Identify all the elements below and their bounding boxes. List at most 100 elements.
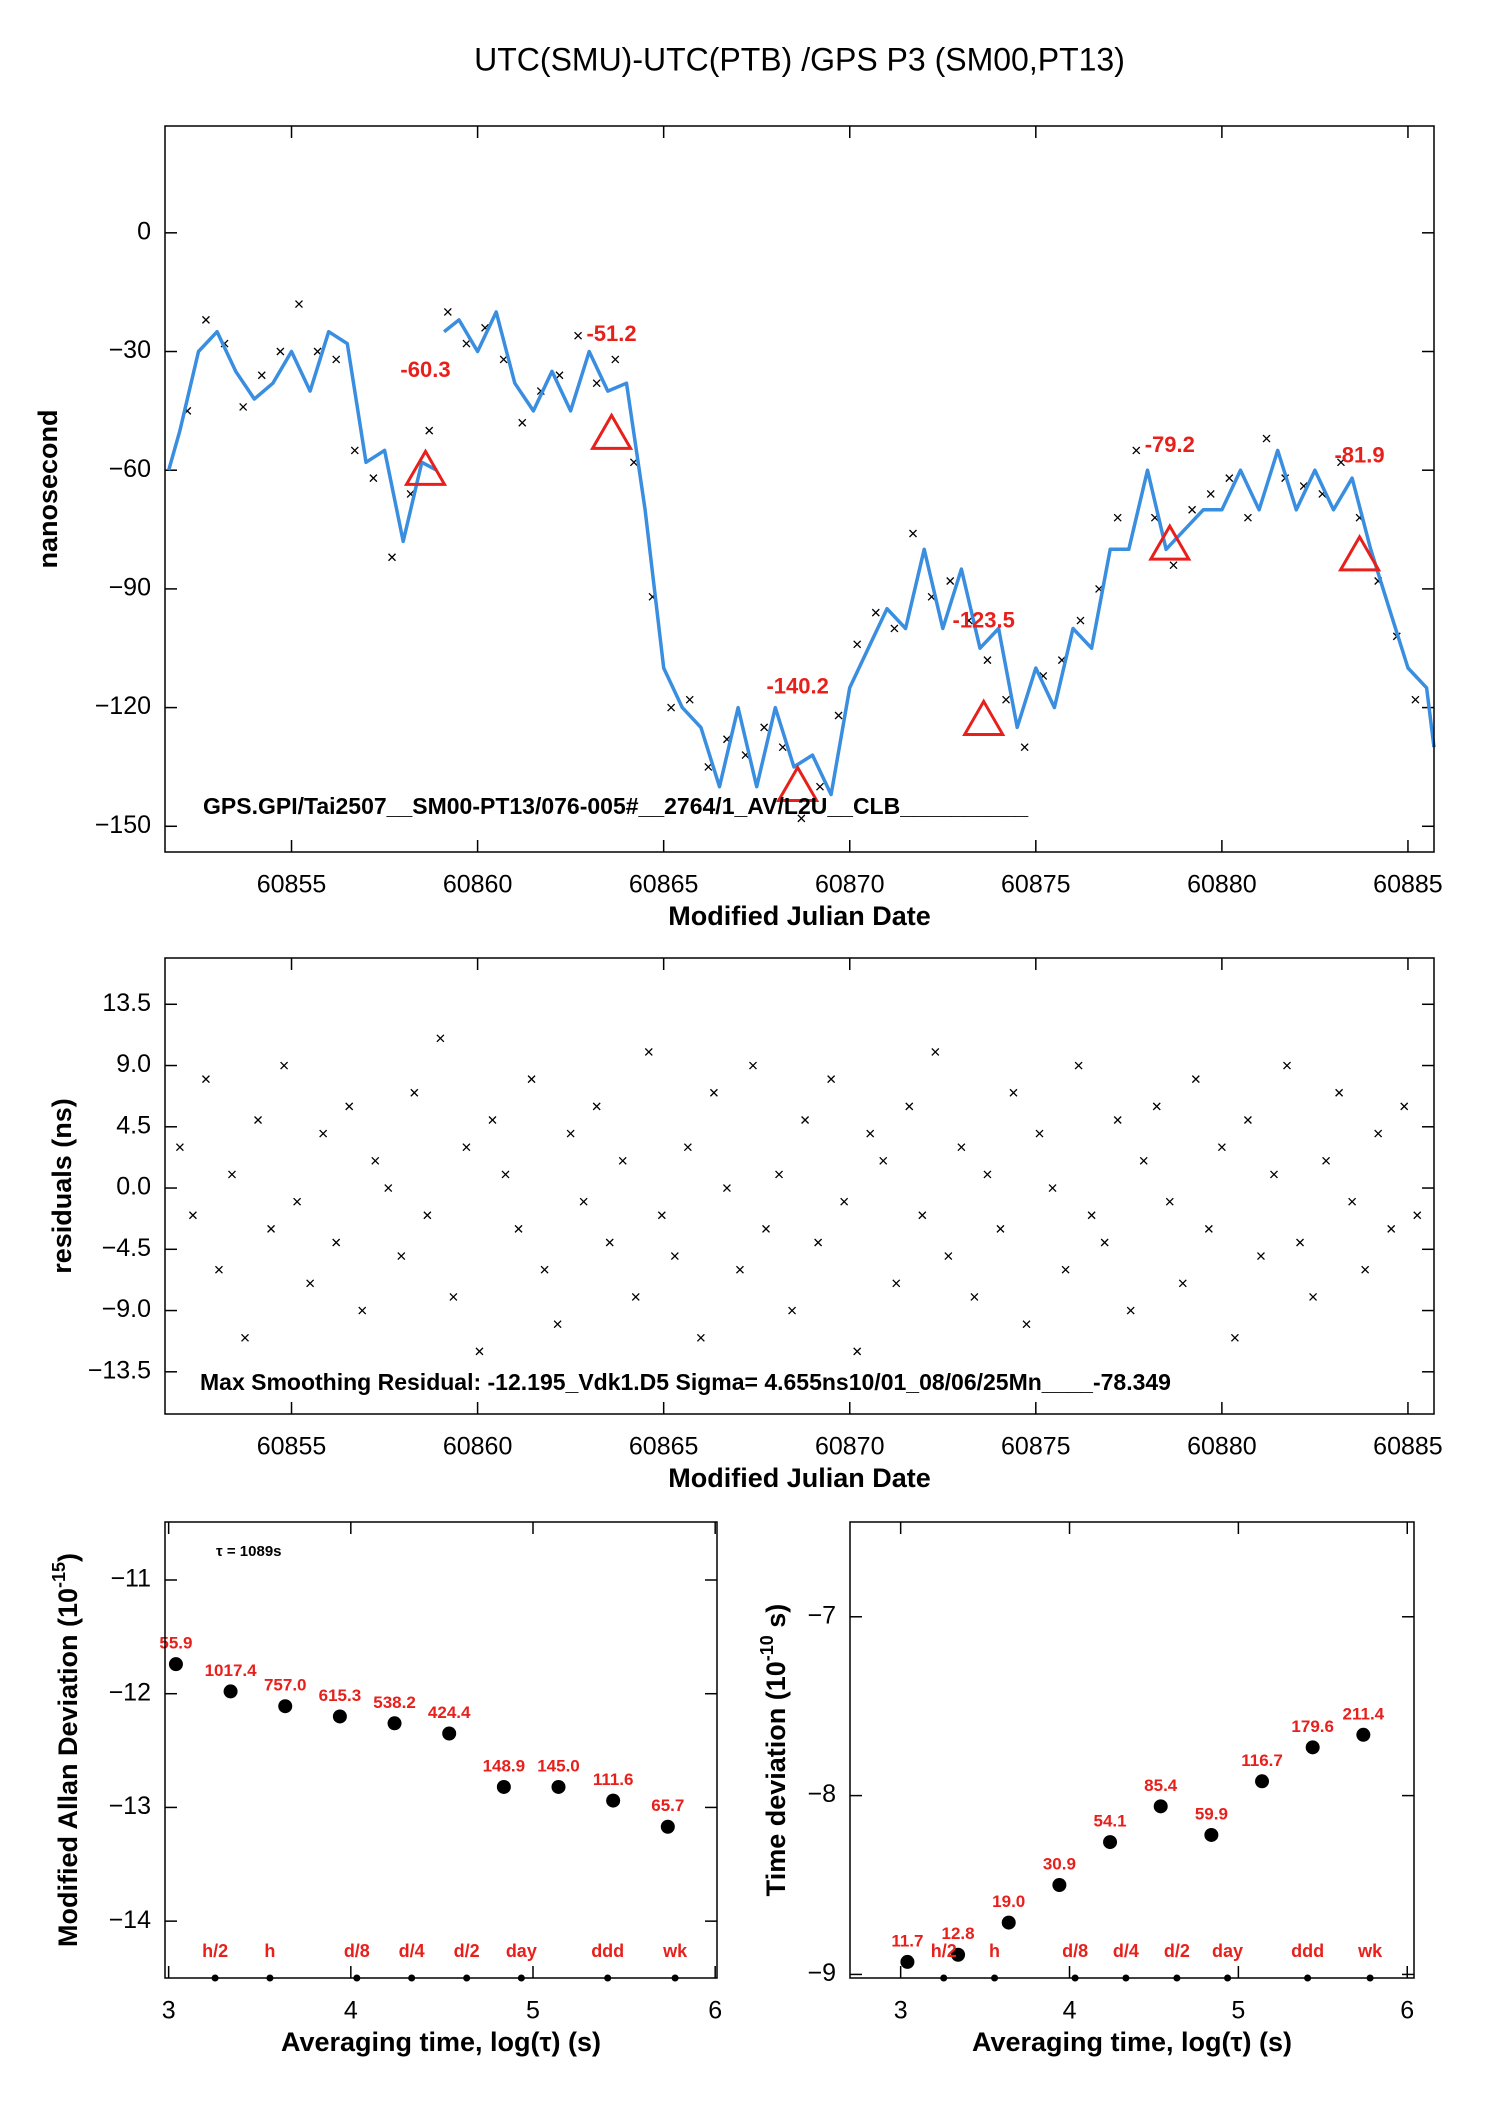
interval-label: h (989, 1941, 1000, 1961)
data-point (816, 782, 824, 791)
data-point (350, 446, 359, 455)
interval-label: d/8 (1062, 1941, 1088, 1961)
data-point (683, 1143, 692, 1152)
data-point (551, 1779, 566, 1794)
point-label: 65.7 (651, 1796, 684, 1815)
chart-title: UTC(SMU)-UTC(PTB) /GPS P3 (SM00,PT13) (474, 41, 1125, 77)
data-point (201, 1075, 210, 1084)
interval-label: ddd (591, 1941, 624, 1961)
data-point (175, 1143, 184, 1152)
data-point (514, 1224, 523, 1233)
point-label: 179.6 (1291, 1717, 1334, 1736)
y-tick-label: −4.5 (102, 1234, 151, 1262)
data-point (566, 1129, 575, 1138)
data-point (704, 762, 713, 771)
x-tick-label: 5 (1231, 1997, 1245, 2025)
data-point (1052, 1878, 1067, 1893)
data-point (501, 1170, 510, 1179)
y-axis-label-part: ) (53, 1553, 83, 1562)
data-point (1337, 458, 1345, 467)
data-point (1139, 1156, 1148, 1165)
data-point (228, 1170, 236, 1179)
data-point (254, 1116, 262, 1124)
triangle-label: -51.2 (586, 321, 636, 346)
data-point (1243, 513, 1252, 522)
interval-label: h (264, 1941, 275, 1961)
triangle-marker (589, 412, 634, 450)
data-point (1178, 1279, 1187, 1288)
point-label: 757.0 (264, 1676, 307, 1695)
annotation: τ = 1089s (216, 1543, 282, 1560)
data-point (853, 640, 862, 649)
data-point (1100, 1238, 1109, 1247)
data-point (579, 1197, 588, 1206)
data-point (1035, 1129, 1044, 1138)
y-tick-label: 0.0 (116, 1173, 151, 1201)
data-point (1132, 446, 1141, 455)
point-label: 1017.4 (205, 1661, 258, 1680)
y-axis-label-part: Modified Allan Deviation (10 (53, 1588, 83, 1947)
data-point (1204, 1224, 1213, 1233)
point-label: 19.0 (992, 1892, 1025, 1911)
y-axis-label-part: -10 (757, 1635, 777, 1661)
interval-label: day (1212, 1941, 1243, 1961)
data-point (201, 315, 210, 324)
data-point (449, 1292, 458, 1301)
x-tick-label: 60865 (629, 1433, 699, 1461)
data-point (605, 1238, 614, 1247)
data-point (1255, 1774, 1270, 1789)
data-point (996, 1224, 1005, 1233)
data-point (436, 1034, 445, 1043)
interval-label: d/2 (1164, 1941, 1190, 1961)
data-point (827, 1075, 836, 1084)
data-point (775, 1170, 783, 1179)
y-tick-label: −9.0 (102, 1295, 151, 1323)
data-point (931, 1047, 940, 1056)
data-point (276, 347, 285, 356)
data-point (1206, 489, 1215, 498)
data-point (1020, 743, 1029, 752)
data-point (332, 355, 341, 364)
point-label: 424.4 (428, 1703, 471, 1722)
data-point (801, 1116, 810, 1124)
data-point (332, 1238, 341, 1247)
x-tick-label: 5 (526, 1997, 540, 2025)
interval-label: d/8 (344, 1941, 370, 1961)
x-tick-label: 60880 (1187, 871, 1257, 899)
y-axis-label-part: -15 (49, 1562, 69, 1588)
interval-label: d/4 (399, 1941, 425, 1961)
data-point (611, 355, 620, 364)
data-point (1305, 1740, 1320, 1755)
x-tick-label: 60865 (629, 871, 699, 899)
x-tick-label: 60880 (1187, 1433, 1257, 1461)
data-point (735, 1265, 744, 1274)
data-point (1322, 1156, 1331, 1165)
data-point (1074, 1061, 1083, 1070)
interval-label: d/2 (454, 1941, 480, 1961)
x-tick-label: 3 (894, 1997, 908, 2025)
data-point (1165, 1197, 1174, 1206)
y-axis-label: residuals (ns) (47, 1098, 77, 1274)
data-point (1153, 1799, 1168, 1814)
data-point (892, 1279, 901, 1288)
data-point (1400, 1102, 1409, 1111)
x-axis-label: Averaging time, log(τ) (s) (281, 2027, 601, 2057)
point-label: 30.9 (1043, 1854, 1076, 1873)
data-point (1188, 505, 1197, 514)
data-point (797, 814, 806, 823)
data-point (900, 1954, 915, 1969)
x-tick-label: 60870 (815, 1433, 885, 1461)
point-label: 116.7 (1241, 1751, 1283, 1770)
y-tick-label: −13 (109, 1792, 151, 1820)
data-point (1413, 1211, 1422, 1220)
data-point (496, 1779, 511, 1794)
data-point (488, 1116, 497, 1124)
data-point (574, 331, 583, 340)
data-point (814, 1238, 823, 1247)
data-point (1243, 1116, 1252, 1124)
plot-frame (164, 957, 1435, 1415)
point-label: 148.9 (483, 1756, 526, 1775)
x-tick-label: 60885 (1373, 1433, 1443, 1461)
data-point (946, 577, 955, 585)
